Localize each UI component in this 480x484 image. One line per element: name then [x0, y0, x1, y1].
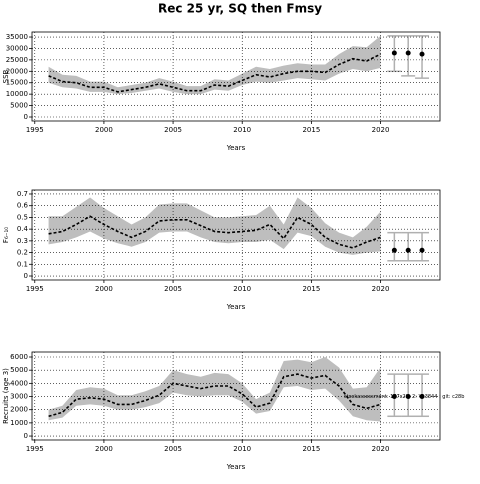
x-tick-label: 2005: [164, 285, 182, 293]
x-tick-label: 1995: [26, 285, 44, 293]
y-tick-label: 0.7: [17, 190, 28, 198]
projection-point: [419, 51, 425, 57]
estimate-line: [48, 373, 381, 418]
y-tick-label: 2000: [10, 406, 28, 414]
plot-frame: [31, 351, 441, 441]
plot-frame: [31, 189, 441, 281]
y-axis-label: F₆₋₁₀: [2, 227, 10, 243]
y-tick-label: 0.2: [17, 249, 28, 257]
x-axis-label: Years: [226, 303, 246, 311]
confidence-band: [48, 197, 381, 255]
y-tick-label: 0.6: [17, 202, 29, 210]
y-tick-label: 15000: [6, 79, 28, 87]
projection-point: [405, 247, 411, 253]
x-tick-label: 2005: [164, 445, 182, 453]
y-tick-label: 25000: [6, 56, 28, 64]
y-tick-label: 10000: [6, 90, 28, 98]
y-axis-label: Recruits (age 3): [2, 368, 10, 424]
x-tick-label: 2020: [372, 126, 390, 134]
confidence-band: [48, 357, 381, 422]
y-tick-label: 0.1: [17, 260, 28, 268]
y-tick-label: 6000: [10, 353, 28, 361]
y-tick-label: 35000: [6, 33, 28, 41]
estimate-line: [48, 53, 381, 93]
y-tick-label: 5000: [10, 102, 28, 110]
x-tick-label: 2010: [233, 445, 251, 453]
y-axis-label: SSB: [2, 69, 10, 83]
x-tick-label: 2020: [372, 285, 390, 293]
y-tick-label: 0: [24, 432, 28, 440]
projection-point: [419, 247, 425, 253]
projection-point: [405, 50, 411, 56]
confidence-band: [48, 35, 381, 95]
chart-title: Rec 25 yr, SQ then Fmsy: [158, 2, 322, 16]
x-tick-label: 2000: [95, 445, 113, 453]
x-tick-label: 2010: [233, 126, 251, 134]
x-tick-label: 1995: [26, 445, 44, 453]
x-tick-label: 2010: [233, 285, 251, 293]
x-tick-label: 2005: [164, 126, 182, 134]
x-axis-label: Years: [226, 144, 246, 152]
projection-point: [391, 394, 397, 400]
plot-frame: [31, 31, 441, 122]
y-tick-label: 0.5: [17, 213, 28, 221]
x-tick-label: 2020: [372, 445, 390, 453]
annotation: stockassessment: 1d7c2b: 2: Y13844 : git…: [344, 394, 464, 400]
y-tick-label: 30000: [6, 44, 28, 52]
estimate-line: [48, 215, 381, 249]
x-tick-label: 2015: [302, 126, 320, 134]
y-tick-label: 0: [24, 113, 28, 121]
y-tick-label: 20000: [6, 67, 28, 75]
y-tick-label: 0: [24, 272, 28, 280]
x-tick-label: 2000: [95, 126, 113, 134]
x-axis-label: Years: [226, 463, 246, 471]
projection-point: [391, 247, 397, 253]
x-tick-label: 2000: [95, 285, 113, 293]
x-tick-label: 2015: [302, 285, 320, 293]
y-tick-label: 0.4: [17, 225, 29, 233]
y-tick-label: 0.3: [17, 237, 28, 245]
y-tick-label: 1000: [10, 419, 28, 427]
y-tick-label: 3000: [10, 393, 28, 401]
projection-point: [391, 50, 397, 56]
projection-point: [405, 394, 411, 400]
y-tick-label: 5000: [10, 366, 28, 374]
x-tick-label: 2015: [302, 445, 320, 453]
y-tick-label: 4000: [10, 379, 28, 387]
x-tick-label: 1995: [26, 126, 44, 134]
